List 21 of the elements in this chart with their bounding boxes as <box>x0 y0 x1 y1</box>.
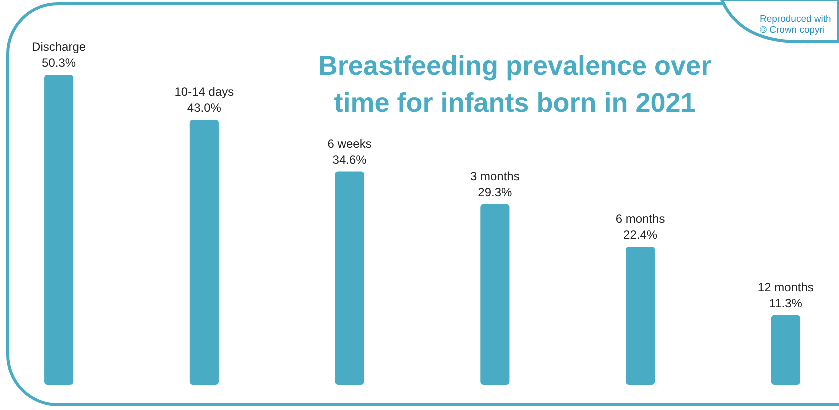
x-tick-label: 3 months <box>470 169 520 184</box>
data-label: 11.3% <box>769 296 803 310</box>
bar <box>335 172 364 385</box>
x-tick-label: 12 months <box>758 280 814 294</box>
x-tick-label: Discharge <box>32 40 86 54</box>
text: Reproduced with <box>760 14 832 25</box>
data-label: 22.4% <box>624 228 658 242</box>
text: © Crown copyri <box>760 25 826 36</box>
bar <box>771 315 800 385</box>
bar <box>626 246 656 385</box>
bar <box>480 204 510 385</box>
bar <box>190 120 219 385</box>
data-label: 43.0% <box>187 100 222 115</box>
x-tick-label: 10-14 days <box>174 84 234 99</box>
bar <box>44 75 74 385</box>
x-tick-label: 6 weeks <box>328 136 372 151</box>
data-label: 29.3% <box>478 185 513 200</box>
chart-title: Breastfeeding prevalence over time for infants born in 2021 <box>318 51 712 118</box>
x-tick-label: 6 months <box>616 212 666 226</box>
data-label: 50.3% <box>42 56 76 70</box>
data-label: 34.6% <box>332 152 368 167</box>
